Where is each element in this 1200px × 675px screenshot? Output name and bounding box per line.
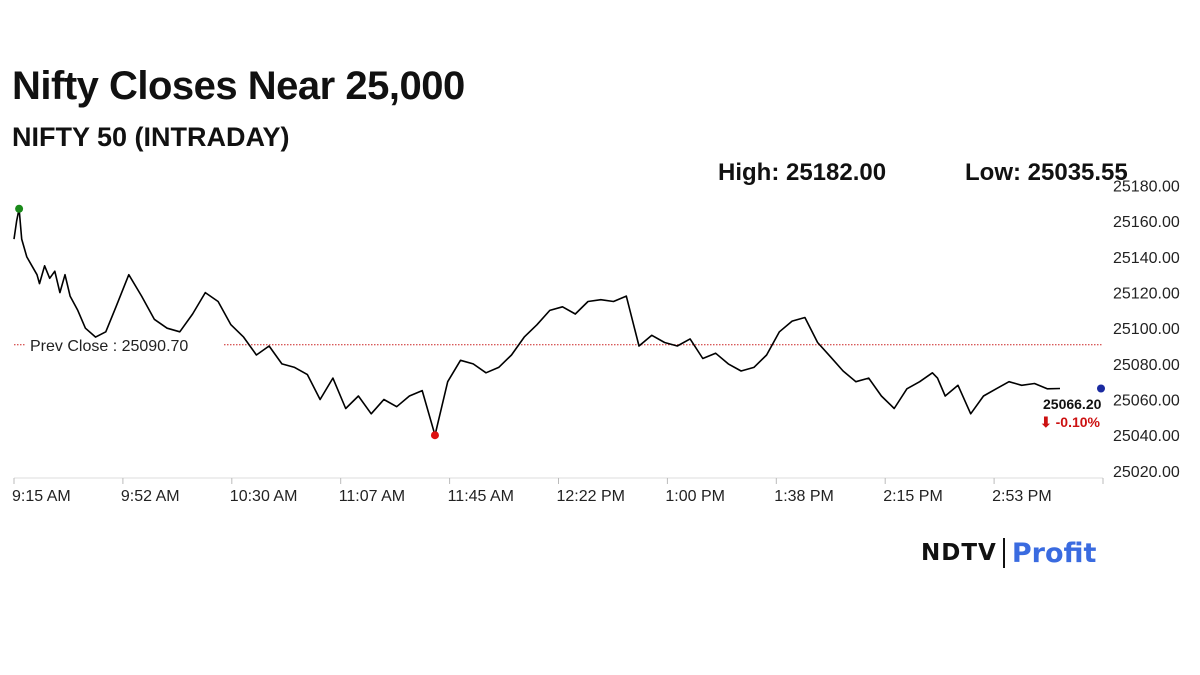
- x-tick-label: 9:15 AM: [12, 488, 71, 505]
- x-tick-label: 11:45 AM: [448, 488, 514, 505]
- x-tick-label: 11:07 AM: [339, 488, 405, 505]
- y-tick-label: 25120.00: [1113, 286, 1180, 303]
- y-tick-label: 25020.00: [1113, 464, 1180, 481]
- price-line: [13, 207, 1061, 437]
- y-tick-label: 25140.00: [1113, 250, 1180, 267]
- x-tick-label: 10:30 AM: [230, 488, 298, 505]
- brand-profit-text: Profit: [1011, 537, 1097, 569]
- chart-title: Nifty Closes Near 25,000: [12, 64, 465, 108]
- last-price-label: 25066.20: [1043, 396, 1102, 412]
- series-layer: [13, 207, 1061, 437]
- y-tick-label: 25060.00: [1113, 393, 1180, 410]
- day-low-label: Low: 25035.55: [965, 159, 1128, 186]
- y-tick-label: 25180.00: [1113, 179, 1180, 196]
- x-tick-label: 12:22 PM: [557, 488, 625, 505]
- brand-ndtv-text: NDTV: [921, 540, 997, 566]
- brand-divider: [1002, 538, 1005, 568]
- y-tick-label: 25080.00: [1113, 357, 1180, 374]
- prev-close-label-bg: [26, 334, 224, 355]
- y-tick-label: 25040.00: [1113, 428, 1180, 445]
- x-tick-label: 1:38 PM: [774, 488, 834, 505]
- last-price-marker: [1097, 384, 1105, 393]
- low-marker: [430, 431, 439, 440]
- high-marker: [15, 204, 24, 213]
- prev-close-label: Prev Close : 25090.70: [30, 338, 188, 355]
- change-percent-label: ⬇ -0.10%: [1040, 414, 1101, 430]
- x-tick-label: 2:53 PM: [992, 488, 1052, 505]
- ndtv-profit-logo: NDTV Profit: [921, 535, 1096, 571]
- day-high-label: High: 25182.00: [718, 159, 887, 186]
- y-tick-label: 25100.00: [1113, 321, 1180, 338]
- x-tick-label: 9:52 AM: [121, 488, 180, 505]
- x-tick-label: 2:15 PM: [883, 488, 943, 505]
- chart-subtitle: NIFTY 50 (INTRADAY): [12, 122, 290, 152]
- grid-layer: Prev Close : 25090.70: [14, 334, 1103, 355]
- axis-layer: 25020.00 25040.00 25060.00 25080.00 25100.00…: [12, 179, 1180, 505]
- y-tick-label: 25160.00: [1113, 214, 1180, 231]
- marker-layer: 25066.20 ⬇ -0.10%: [15, 204, 1105, 440]
- x-tick-label: 1:00 PM: [665, 488, 725, 505]
